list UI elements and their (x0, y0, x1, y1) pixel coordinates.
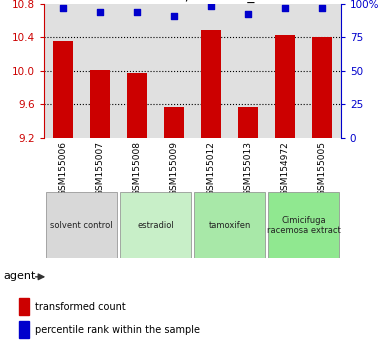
Bar (201, 30, 221, 138)
Bar (164, 107, 184, 138)
Bar (275, 35, 295, 138)
Title: GDS3105 / 202623_at: GDS3105 / 202623_at (116, 0, 269, 2)
Text: solvent control: solvent control (50, 221, 113, 230)
Point (282, 5, 288, 10)
FancyBboxPatch shape (194, 192, 265, 258)
Text: estradiol: estradiol (137, 221, 174, 230)
Bar (238, 107, 258, 138)
Bar (19, 321, 29, 338)
Point (134, 9, 140, 15)
Point (319, 5, 325, 10)
Text: agent: agent (4, 271, 36, 281)
Bar (19, 298, 29, 314)
Text: tamoxifen: tamoxifen (208, 221, 251, 230)
Bar (90, 70, 110, 138)
FancyBboxPatch shape (46, 192, 117, 258)
Text: Cimicifuga
racemosa extract: Cimicifuga racemosa extract (267, 216, 341, 235)
FancyBboxPatch shape (120, 192, 191, 258)
Bar (127, 73, 147, 138)
Bar (312, 37, 332, 138)
Point (60, 5, 66, 10)
Point (208, 4, 214, 9)
Point (97, 9, 103, 15)
Point (171, 13, 177, 18)
Point (245, 11, 251, 17)
Bar (53, 41, 73, 138)
Text: percentile rank within the sample: percentile rank within the sample (35, 325, 200, 335)
Text: transformed count: transformed count (35, 302, 126, 312)
FancyBboxPatch shape (268, 192, 339, 258)
